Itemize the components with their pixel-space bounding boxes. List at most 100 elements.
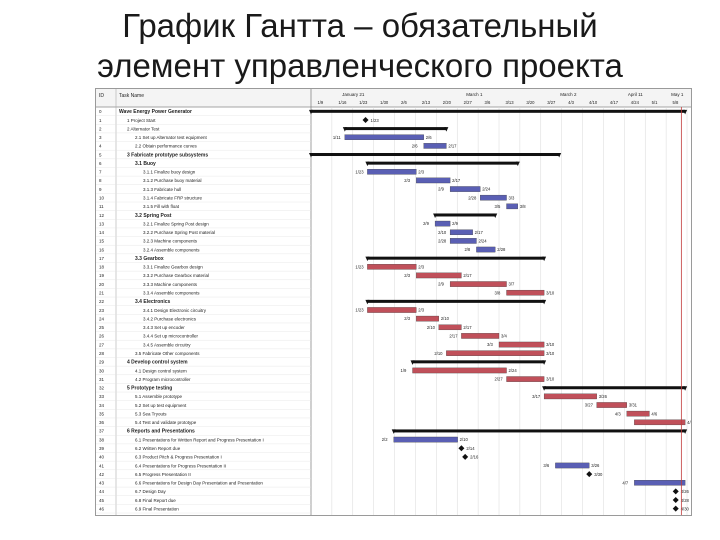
timescale-week-label: 4/3 (568, 100, 574, 105)
task-start-date-label: 2/9 (438, 187, 444, 192)
gantt-svg: ID Task Name January 21 March 1 March 2 April… (96, 89, 691, 515)
timescale-week-label: 1/23 (359, 100, 368, 105)
row-task-name: 3 Fabricate prototype subsystems (127, 152, 208, 158)
summary-bar-end-cap (683, 429, 688, 434)
timescale-month-label: May 1 (671, 92, 684, 97)
task-start-date-label: 2/10 (427, 325, 436, 330)
milestone-date-label: 4/30 (681, 506, 690, 511)
task-bar (434, 220, 451, 227)
milestone-date-label: 2/16 (470, 455, 479, 460)
summary-bar (393, 429, 686, 433)
row-task-name: 6.6 Presentations for Design Day Present… (135, 481, 263, 486)
row-task-name: 3.3.3 Machine components (143, 282, 198, 287)
task-start-date-label: 3/6 (543, 463, 549, 468)
task-end-date-label: 2/17 (452, 178, 461, 183)
timescale-week-label: 2/20 (443, 100, 452, 105)
row-task-name: 2 Alternator Test (127, 126, 160, 131)
task-bar (449, 229, 473, 236)
task-bar (416, 315, 439, 322)
task-bar (416, 272, 462, 279)
timescale-month-label: March 1 (466, 92, 483, 97)
row-task-name: 3.2.3 Machine components (143, 239, 198, 244)
task-end-date-label: 2/3 (418, 264, 424, 269)
task-bar (461, 333, 500, 339)
row-task-name: 3.1.3 Fabricate hull (143, 187, 181, 192)
task-end-date-label: 2/24 (509, 368, 518, 373)
row-task-name: 3.1.1 Finalize buoy design (143, 170, 196, 175)
task-end-date-label: 2/24 (482, 187, 491, 192)
gantt-header (96, 89, 691, 107)
row-task-name: 6.8 Final Report due (135, 498, 176, 503)
task-start-date-label: 3/27 (585, 403, 594, 408)
summary-bar-start-cap (542, 386, 547, 391)
timescale-week-label: 5/1 (652, 100, 658, 105)
row-task-name: 4.2 Program microcontroller (135, 377, 191, 382)
task-start-date-label: 3/5 (495, 204, 501, 209)
task-start-date-label: 2/3 (404, 178, 410, 183)
row-task-name: 6.3 Product Pitch & Progress Presentatio… (135, 455, 222, 460)
task-end-date-label: 2/6 (426, 135, 432, 140)
task-start-date-label: 2/28 (468, 195, 477, 200)
timescale-week-label: 3/13 (505, 100, 514, 105)
timescale-week-label: 4/10 (589, 100, 598, 105)
row-id: 42 (99, 472, 105, 477)
task-start-date-label: 2/17 (449, 334, 458, 339)
row-id: 23 (99, 308, 105, 313)
task-start-date-label: 4/7 (622, 480, 628, 485)
row-id: 46 (99, 506, 105, 511)
row-task-name: 2.2 Obtain performance curves (135, 144, 198, 149)
task-end-date-label: 2/17 (463, 325, 472, 330)
summary-bar-start-cap (433, 213, 438, 218)
milestone-date-label: 3/30 (594, 472, 603, 477)
task-end-date-label: 2/10 (460, 437, 469, 442)
row-task-name: 3.2.4 Assemble components (143, 247, 200, 252)
row-id: 2 (99, 126, 102, 131)
row-task-name: 1 Project Start (127, 118, 156, 123)
timescale-week-label: 2/13 (422, 100, 431, 105)
task-bar (449, 238, 477, 244)
task-end-date-label: 2/28 (497, 247, 506, 252)
task-start-date-label: 3/17 (532, 394, 541, 399)
row-id: 32 (99, 386, 105, 391)
task-end-date-label: 2/24 (478, 238, 487, 243)
task-bar (344, 134, 424, 140)
timescale-week-label: 2/27 (464, 100, 473, 105)
task-bar (596, 402, 627, 408)
row-id: 39 (99, 446, 105, 451)
timescale-week-label: 3/20 (526, 100, 535, 105)
row-task-name: 3.4.5 Assemble circuitry (143, 342, 191, 347)
task-start-date-label: 1/9 (401, 368, 407, 373)
task-start-date-label: 2/9 (438, 282, 444, 287)
task-end-date-label: 2/17 (475, 230, 484, 235)
summary-bar-start-cap (410, 360, 415, 365)
task-end-date-label: 3/7 (509, 282, 515, 287)
task-end-date-label: 3/31 (629, 403, 638, 408)
summary-bar (367, 299, 545, 303)
summary-bar-start-cap (365, 256, 370, 262)
row-id: 13 (99, 221, 105, 226)
task-start-date-label: 4/3 (615, 411, 621, 416)
task-end-date-label: 3/26 (599, 394, 608, 399)
row-task-name: 6.2 Written Report due (135, 446, 181, 451)
row-id: 19 (99, 273, 105, 278)
row-id: 40 (99, 455, 105, 460)
summary-bar-end-cap (515, 161, 520, 167)
row-id: 44 (99, 489, 105, 494)
milestone-date-label: 4/26 (681, 489, 690, 494)
timescale-week-label: 2/6 (401, 100, 407, 105)
row-task-name: 3.4.2 Purchase electronics (143, 316, 197, 321)
row-id: 4 (99, 144, 102, 149)
milestone-diamond (672, 497, 679, 504)
task-bar (476, 246, 496, 253)
summary-bar-end-cap (542, 299, 547, 305)
timescale-week-label: 4/17 (610, 100, 619, 105)
task-bar (498, 341, 545, 348)
task-start-date-label: 2/2 (382, 437, 388, 442)
task-bar (506, 376, 545, 382)
row-id: 33 (99, 394, 105, 399)
row-task-name: 6 Reports and Presentations (127, 429, 195, 435)
task-end-date-label: 3/10 (546, 377, 555, 382)
row-task-name: 6.1 Presentations for Written Report and… (135, 437, 264, 442)
task-start-date-label: 2/27 (495, 377, 504, 382)
task-bar (367, 307, 417, 313)
